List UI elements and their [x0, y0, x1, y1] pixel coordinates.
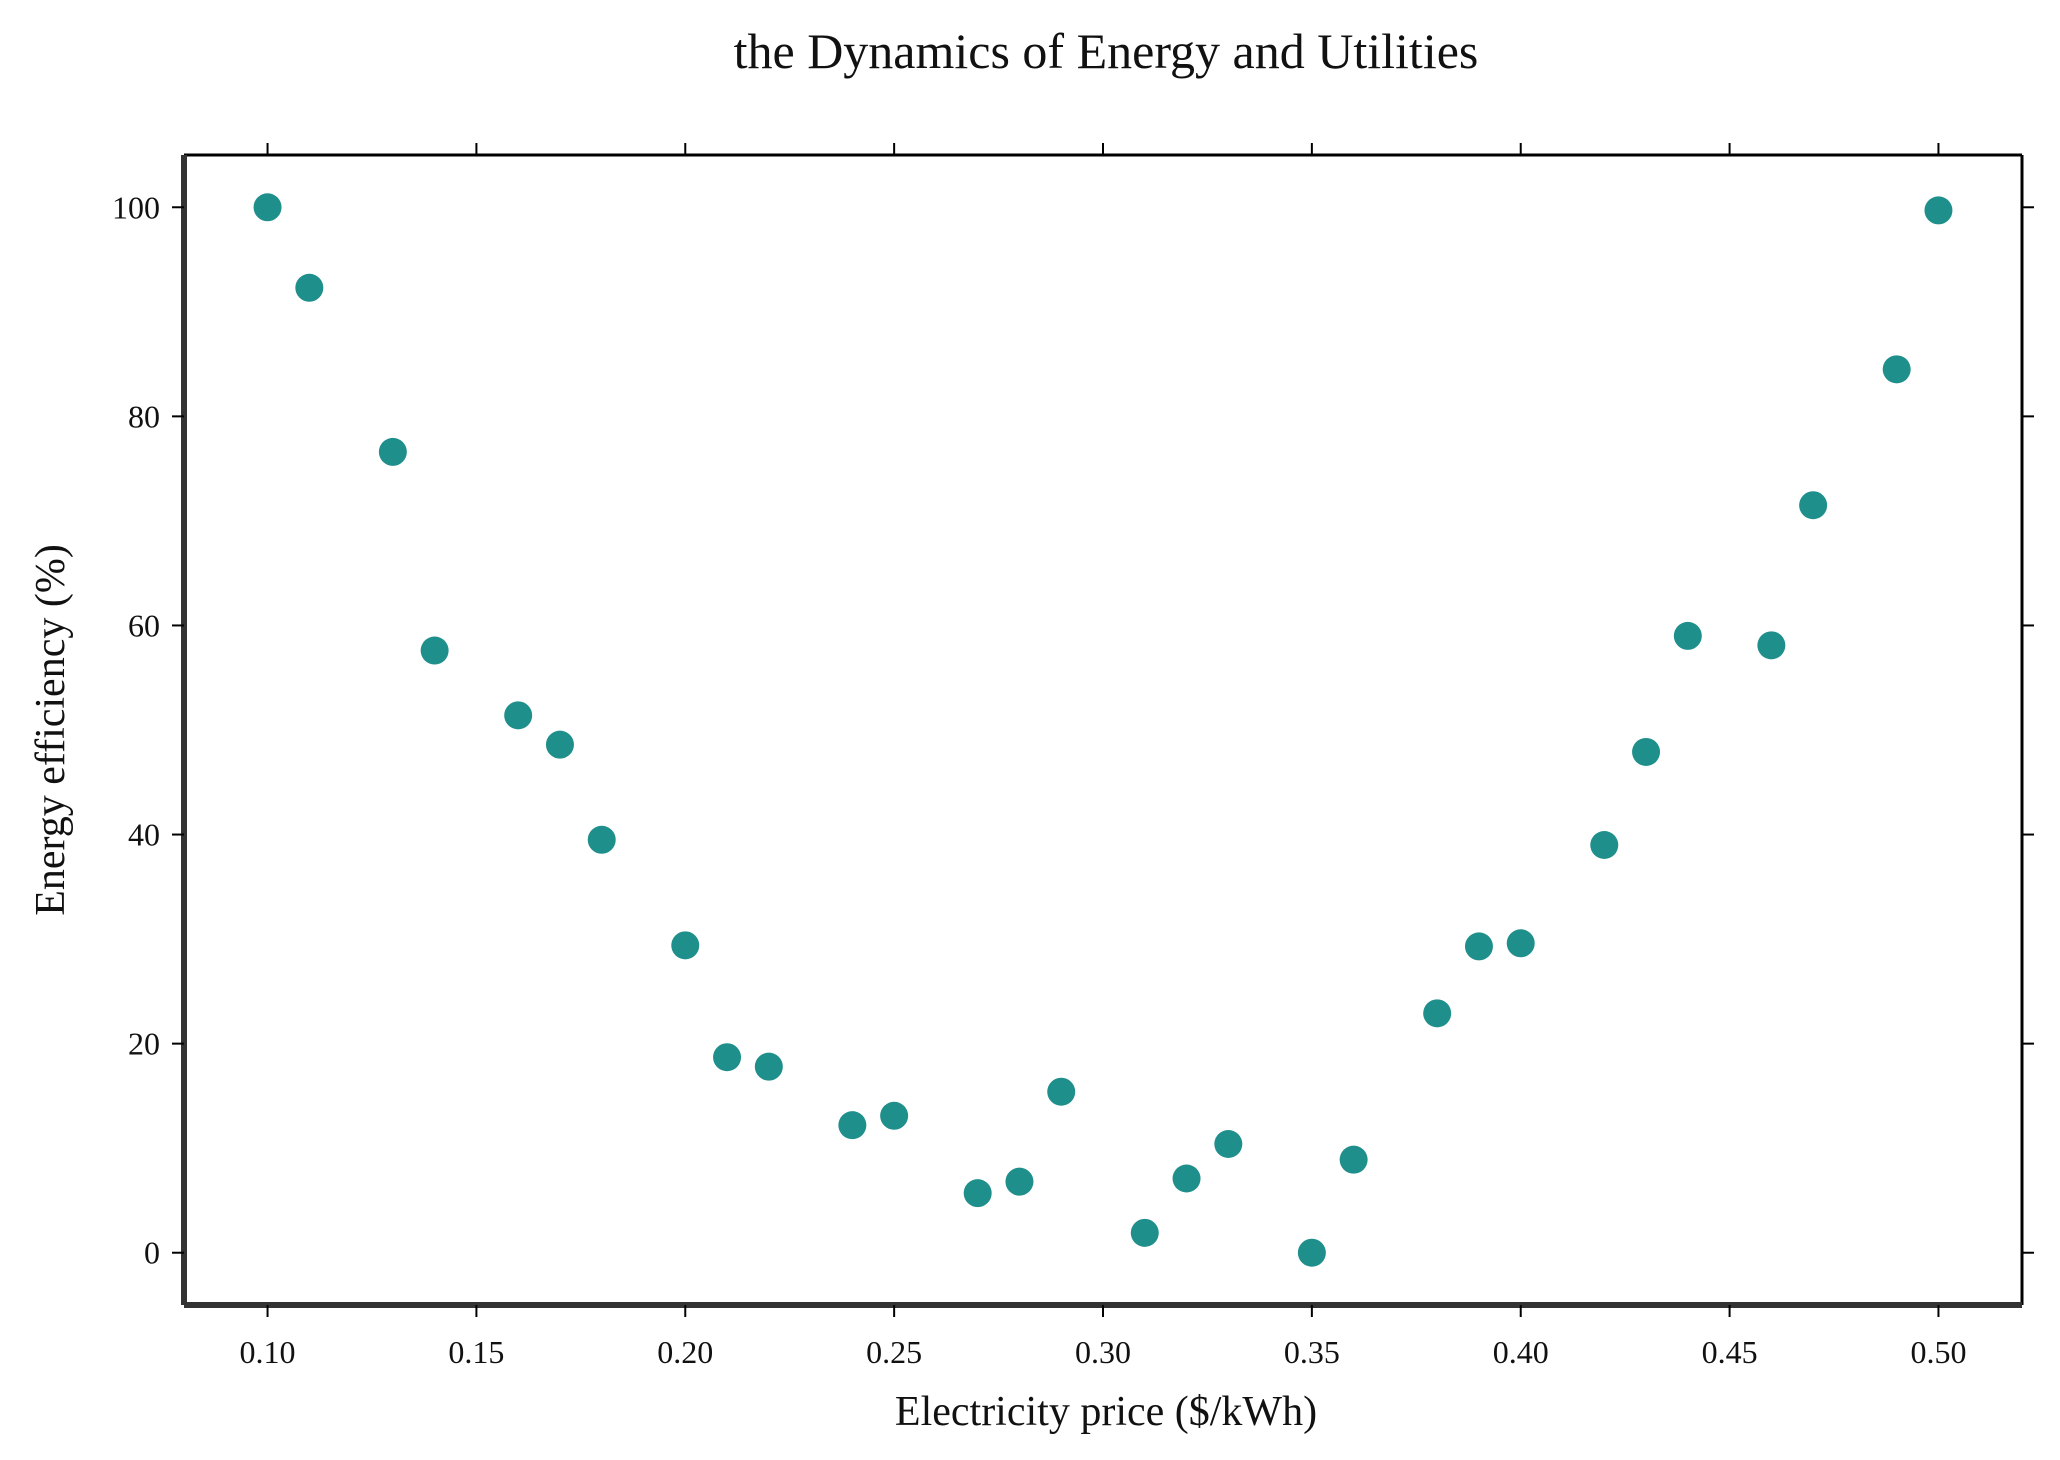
data-point	[963, 1179, 992, 1208]
data-point	[1673, 621, 1702, 650]
y-tick-label: 0	[144, 1235, 160, 1271]
data-point	[378, 437, 407, 466]
x-tick-label: 0.45	[1702, 1334, 1758, 1370]
data-point	[1632, 737, 1661, 766]
x-tick-label: 0.30	[1075, 1334, 1131, 1370]
data-point	[713, 1043, 742, 1072]
x-tick-label: 0.25	[866, 1334, 922, 1370]
x-axis-label: Electricity price ($/kWh)	[895, 1389, 1317, 1435]
y-tick-label: 20	[128, 1026, 160, 1062]
data-point	[880, 1101, 909, 1130]
data-point	[1590, 831, 1619, 859]
data-point	[1423, 999, 1452, 1028]
data-point	[1339, 1145, 1368, 1174]
data-point	[1882, 355, 1911, 384]
x-tick-label: 0.40	[1493, 1334, 1549, 1370]
data-point	[754, 1052, 783, 1081]
data-point	[1172, 1164, 1201, 1193]
data-point	[1757, 631, 1786, 660]
y-tick-label: 100	[112, 189, 160, 225]
plot-frame	[181, 153, 2024, 1308]
data-point	[671, 931, 700, 960]
data-points	[253, 193, 1953, 1267]
y-tick-label: 80	[128, 398, 160, 434]
chart-title: the Dynamics of Energy and Utilities	[734, 23, 1479, 79]
data-point	[420, 636, 449, 665]
data-point	[587, 825, 616, 854]
y-tick-label: 40	[128, 817, 160, 853]
data-point	[504, 701, 533, 730]
y-tick-label: 60	[128, 607, 160, 643]
data-point	[253, 193, 282, 222]
data-point	[1799, 491, 1828, 520]
data-point	[1506, 929, 1535, 958]
data-point	[838, 1111, 867, 1140]
data-point	[1297, 1238, 1326, 1267]
y-axis-ticks: 0 20 40 60 80 100	[112, 189, 2034, 1271]
x-tick-label: 0.10	[240, 1334, 296, 1370]
x-tick-label: 0.15	[448, 1334, 504, 1370]
y-axis-label: Energy efficiency (%)	[28, 544, 74, 916]
x-axis-ticks: 0.10 0.15 0.20 0.25 0.30 0.35 0.40 0.45 0.50	[240, 143, 1966, 1370]
data-point	[295, 273, 324, 302]
data-point	[1005, 1167, 1034, 1196]
data-point	[1464, 932, 1493, 961]
x-tick-label: 0.50	[1910, 1334, 1966, 1370]
data-point	[1047, 1077, 1076, 1106]
data-point	[545, 730, 574, 759]
x-tick-label: 0.35	[1284, 1334, 1340, 1370]
data-point	[1924, 196, 1953, 225]
x-tick-label: 0.20	[657, 1334, 713, 1370]
data-point	[1214, 1130, 1243, 1158]
data-point	[1130, 1218, 1159, 1247]
